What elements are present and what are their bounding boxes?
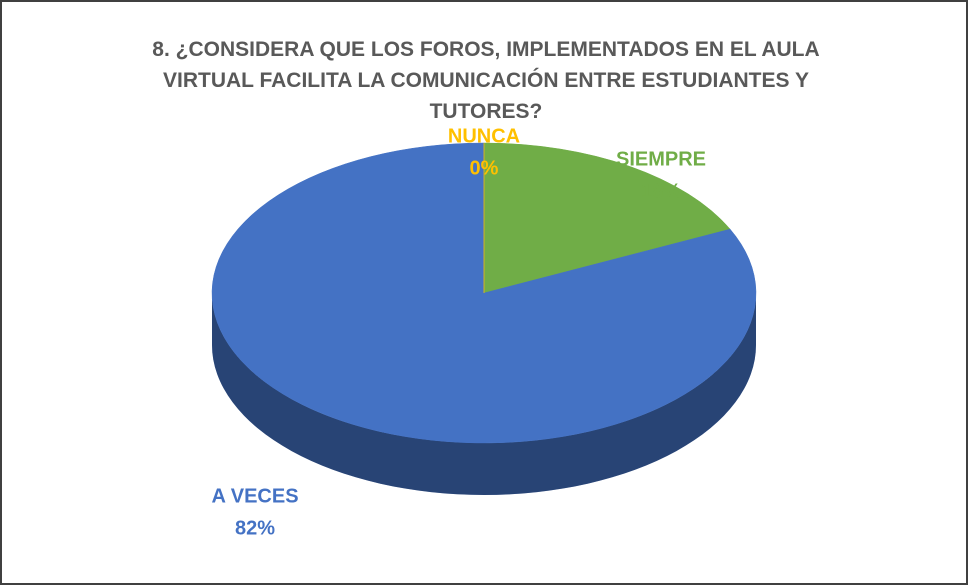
category-label: A VECES xyxy=(211,485,298,507)
value-label: 0% xyxy=(470,157,499,179)
chart-title: 8. ¿CONSIDERA QUE LOS FOROS, IMPLEMENTAD… xyxy=(152,38,820,123)
value-label: 82% xyxy=(235,517,275,539)
category-label: SIEMPRE xyxy=(616,148,706,170)
slice-side-shade xyxy=(212,293,756,495)
slice-side xyxy=(212,293,756,495)
slice xyxy=(483,142,731,294)
value-label: 18% xyxy=(641,180,681,202)
category-label: NUNCA xyxy=(448,125,520,147)
